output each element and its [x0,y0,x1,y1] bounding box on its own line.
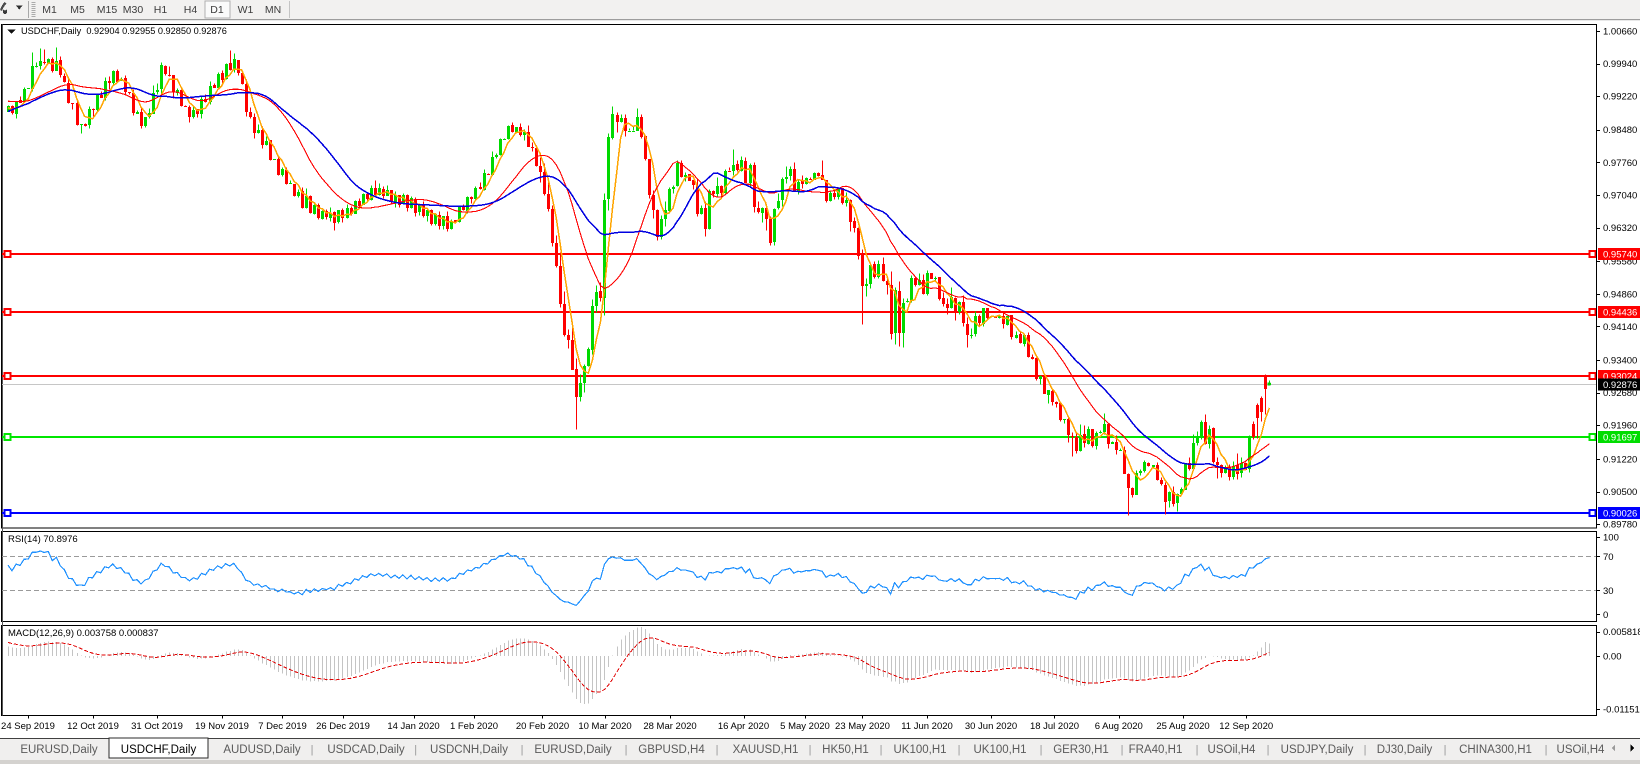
svg-text:USDCAD,Daily: USDCAD,Daily [327,744,405,756]
svg-text:16 Apr 2020: 16 Apr 2020 [718,721,769,732]
svg-text:EURUSD,Daily: EURUSD,Daily [20,744,98,756]
svg-text:|: | [958,744,961,756]
svg-text:12 Oct 2019: 12 Oct 2019 [67,721,119,732]
svg-text:UK100,H1: UK100,H1 [893,744,946,756]
svg-text:0.92876: 0.92876 [1603,380,1637,391]
svg-text:M1: M1 [42,4,57,16]
svg-text:24 Sep 2019: 24 Sep 2019 [1,721,55,732]
svg-text:GER30,H1: GER30,H1 [1053,744,1109,756]
svg-text:GBPUSD,H4: GBPUSD,H4 [638,744,705,756]
svg-text:|: | [809,744,812,756]
svg-text:USDCHF,Daily: USDCHF,Daily [121,744,197,756]
svg-text:|: | [1196,744,1199,756]
svg-text:26 Dec 2019: 26 Dec 2019 [316,721,370,732]
svg-text:M30: M30 [123,4,144,16]
svg-text:|: | [1040,744,1043,756]
svg-text:M15: M15 [97,4,118,16]
svg-text:H4: H4 [184,4,198,16]
svg-text:H1: H1 [154,4,168,16]
svg-text:0.97760: 0.97760 [1603,158,1637,169]
svg-text:USOil,H4: USOil,H4 [1208,744,1257,756]
svg-text:1.00660: 1.00660 [1603,26,1637,37]
svg-text:0.99940: 0.99940 [1603,59,1637,70]
svg-text:100: 100 [1603,532,1619,543]
svg-text:0.90500: 0.90500 [1603,487,1637,498]
svg-text:1 Feb 2020: 1 Feb 2020 [450,721,498,732]
svg-text:0.90026: 0.90026 [1603,509,1637,520]
svg-text:D1: D1 [210,4,224,16]
svg-text:|: | [625,744,628,756]
svg-text:0.95740: 0.95740 [1603,250,1637,261]
svg-text:0.93024: 0.93024 [1603,372,1637,383]
svg-text:DJ30,Daily: DJ30,Daily [1377,744,1433,756]
svg-text:AUDUSD,Daily: AUDUSD,Daily [223,744,301,756]
svg-text:0.93400: 0.93400 [1603,355,1637,366]
svg-text:0.94860: 0.94860 [1603,289,1637,300]
svg-text:18 Jul 2020: 18 Jul 2020 [1030,721,1079,732]
svg-text:|: | [521,744,524,756]
svg-text:|: | [1444,744,1447,756]
svg-text:70: 70 [1603,552,1614,563]
svg-text:|: | [1267,744,1270,756]
svg-text:30 Jun 2020: 30 Jun 2020 [965,721,1017,732]
svg-text:0.92680: 0.92680 [1603,388,1637,399]
svg-text:MN: MN [265,4,281,16]
svg-text:|: | [1364,744,1367,756]
svg-text:CHINA300,H1: CHINA300,H1 [1459,744,1532,756]
svg-text:28 Mar 2020: 28 Mar 2020 [643,721,696,732]
svg-text:MACD(12,26,9) 0.003758 0.00083: MACD(12,26,9) 0.003758 0.000837 [8,628,159,639]
svg-text:W1: W1 [238,4,254,16]
svg-text:M5: M5 [70,4,85,16]
svg-text:31 Oct 2019: 31 Oct 2019 [131,721,183,732]
svg-text:0.95580: 0.95580 [1603,257,1637,268]
svg-text:0.89780: 0.89780 [1603,520,1637,531]
svg-text:23 May 2020: 23 May 2020 [835,721,890,732]
svg-text:EURUSD,Daily: EURUSD,Daily [534,744,612,756]
svg-text:UK100,H1: UK100,H1 [973,744,1026,756]
svg-text:0.97040: 0.97040 [1603,190,1637,201]
svg-text:12 Sep 2020: 12 Sep 2020 [1219,721,1273,732]
svg-text:0.94140: 0.94140 [1603,322,1637,333]
svg-text:|: | [716,744,719,756]
svg-text:|: | [1545,744,1548,756]
svg-text:XAUUSD,H1: XAUUSD,H1 [733,744,799,756]
svg-text:USDJPY,Daily: USDJPY,Daily [1281,744,1354,756]
svg-text:0.99220: 0.99220 [1603,92,1637,103]
svg-text:7 Dec 2019: 7 Dec 2019 [258,721,307,732]
svg-text:0.91220: 0.91220 [1603,454,1637,465]
svg-text:10 Mar 2020: 10 Mar 2020 [578,721,631,732]
svg-text:RSI(14) 70.8976: RSI(14) 70.8976 [8,534,78,545]
svg-text:5 May 2020: 5 May 2020 [780,721,830,732]
svg-text:|: | [414,744,417,756]
svg-text:0.98480: 0.98480 [1603,125,1637,136]
svg-text:14 Jan 2020: 14 Jan 2020 [387,721,439,732]
svg-text:0.91697: 0.91697 [1603,433,1637,444]
svg-text:30: 30 [1603,586,1614,597]
svg-text:6 Aug 2020: 6 Aug 2020 [1095,721,1143,732]
svg-text:0.91960: 0.91960 [1603,421,1637,432]
svg-text:19 Nov 2019: 19 Nov 2019 [195,721,249,732]
svg-text:25 Aug 2020: 25 Aug 2020 [1156,721,1209,732]
svg-text:HK50,H1: HK50,H1 [822,744,869,756]
svg-text:0.96320: 0.96320 [1603,223,1637,234]
svg-text:|: | [311,744,314,756]
svg-text:-0.011514: -0.011514 [1603,705,1640,716]
svg-text:0.005818: 0.005818 [1603,627,1640,638]
svg-text:0: 0 [1603,610,1608,621]
svg-text:0.94436: 0.94436 [1603,308,1637,319]
svg-text:USDCNH,Daily: USDCNH,Daily [430,744,508,756]
svg-text:|: | [880,744,883,756]
svg-text:FRA40,H1: FRA40,H1 [1129,744,1183,756]
svg-text:11 Jun 2020: 11 Jun 2020 [901,721,953,732]
svg-text:USDCHF,Daily 0.92904 0.92955: USDCHF,Daily 0.92904 0.92955 0.92850 0.9… [21,26,227,36]
svg-text:USOil,H4: USOil,H4 [1557,744,1606,756]
svg-text:|: | [1121,744,1124,756]
svg-text:0.00: 0.00 [1603,651,1622,662]
svg-text:20 Feb 2020: 20 Feb 2020 [516,721,569,732]
